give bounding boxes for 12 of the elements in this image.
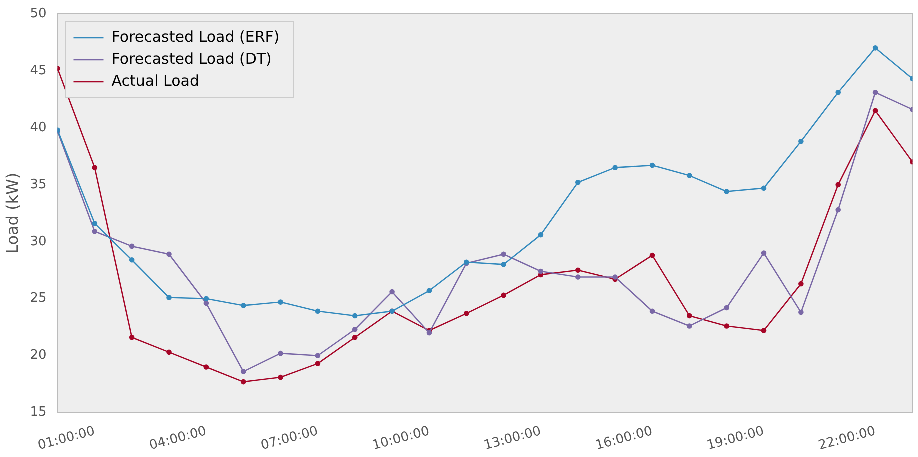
y-tick-label: 25 [30, 291, 47, 306]
y-tick-label: 20 [30, 348, 47, 364]
y-tick-label: 40 [30, 120, 47, 136]
y-tick-label: 45 [30, 63, 47, 78]
y-tick-label: 15 [30, 405, 47, 420]
y-tick-label: 50 [30, 6, 47, 22]
legend-label: Forecasted Load (DT) [112, 50, 272, 68]
legend-label: Forecasted Load (ERF) [112, 28, 280, 46]
y-tick-label: 35 [30, 177, 47, 192]
y-axis-title: Load (kW) [2, 172, 22, 254]
legend-label: Actual Load [112, 72, 200, 90]
y-tick-label: 30 [30, 234, 47, 250]
